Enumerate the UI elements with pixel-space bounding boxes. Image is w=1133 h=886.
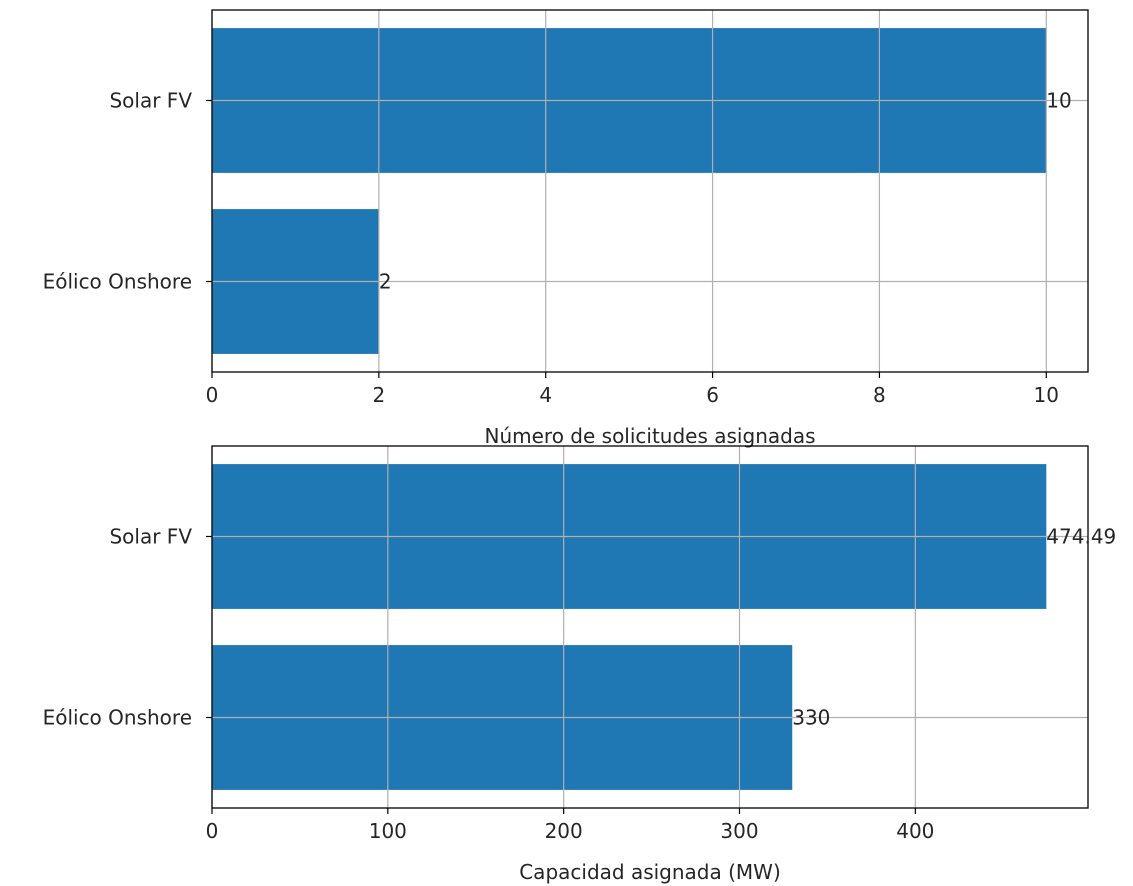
x-tick-label: 100 <box>369 819 407 843</box>
chart-solicitudes-asignadas: 0 2 4 6 8 10 Eólico Onshore Solar FV 2 10 Número d… <box>43 9 1089 448</box>
x-tick-label: 200 <box>545 819 583 843</box>
x-tick-label: 2 <box>372 383 385 407</box>
axes-frame <box>211 445 1089 809</box>
axes-frame <box>211 9 1089 373</box>
x-axis-label: Capacidad asignada (MW) <box>519 860 781 884</box>
y-tick-label: Eólico Onshore <box>43 706 192 730</box>
bar-value-label: 2 <box>379 270 392 294</box>
y-tick-label: Eólico Onshore <box>43 270 192 294</box>
x-tick-label: 0 <box>206 819 219 843</box>
y-tick-label: Solar FV <box>109 89 192 113</box>
bar-value-label: 474.49 <box>1046 525 1116 549</box>
x-tick-label: 8 <box>873 383 886 407</box>
x-axis-label: Número de solicitudes asignadas <box>484 424 815 448</box>
x-tick-label: 6 <box>706 383 719 407</box>
x-tick-label: 0 <box>206 383 219 407</box>
bar-value-label: 10 <box>1046 89 1071 113</box>
x-tick-label: 400 <box>896 819 934 843</box>
x-tick-label: 10 <box>1034 383 1059 407</box>
x-tick-label: 4 <box>539 383 552 407</box>
bar-value-label: 330 <box>792 706 830 730</box>
x-tick-label: 300 <box>720 819 758 843</box>
chart-capacidad-asignada: 0 100 200 300 400 Eólico Onshore Solar FV 330 47… <box>43 445 1116 884</box>
y-tick-label: Solar FV <box>109 525 192 549</box>
